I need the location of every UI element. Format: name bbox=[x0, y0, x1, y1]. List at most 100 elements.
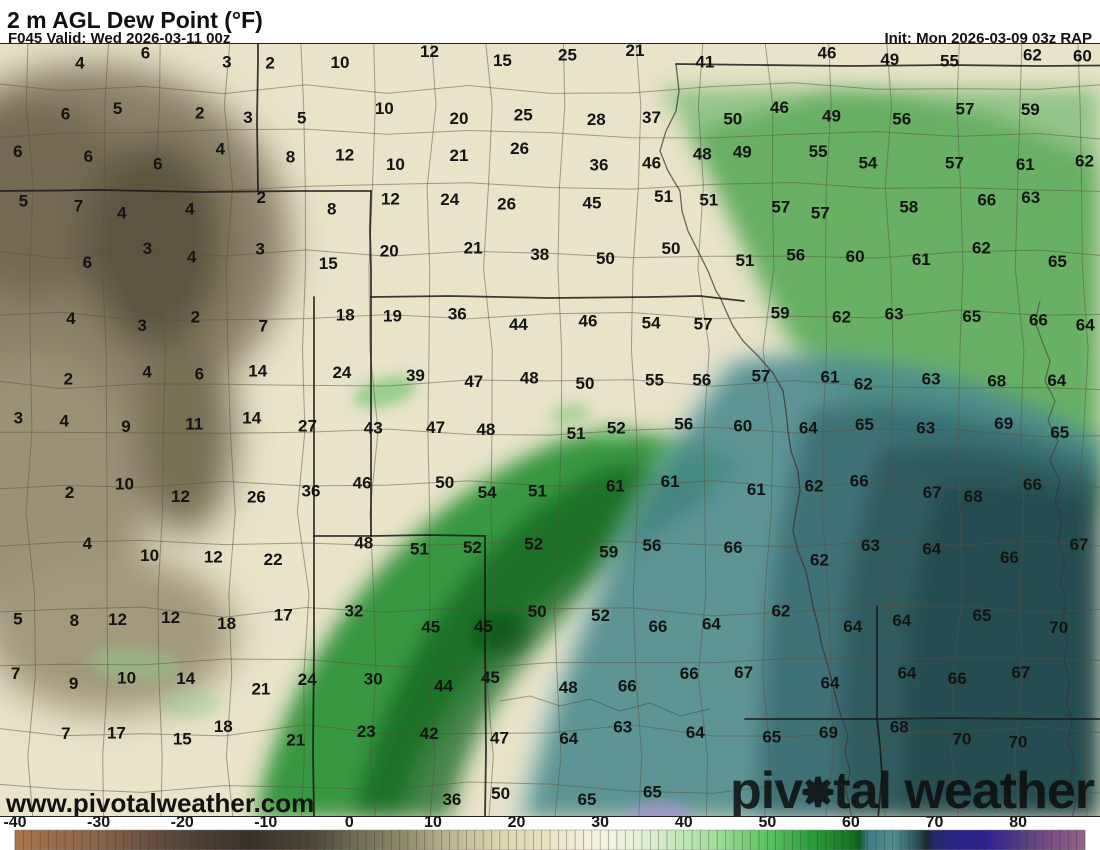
svg-text:5: 5 bbox=[13, 609, 22, 628]
svg-text:50: 50 bbox=[528, 602, 547, 621]
svg-text:6: 6 bbox=[195, 365, 204, 384]
svg-text:66: 66 bbox=[1023, 475, 1042, 494]
svg-text:65: 65 bbox=[973, 606, 992, 625]
svg-text:48: 48 bbox=[476, 420, 495, 439]
svg-text:64: 64 bbox=[892, 611, 911, 630]
svg-text:28: 28 bbox=[587, 110, 606, 129]
svg-text:36: 36 bbox=[448, 305, 467, 324]
svg-text:19: 19 bbox=[383, 307, 402, 326]
svg-text:61: 61 bbox=[747, 480, 766, 499]
svg-text:37: 37 bbox=[642, 108, 661, 127]
svg-text:6: 6 bbox=[13, 142, 22, 161]
svg-text:4: 4 bbox=[75, 54, 85, 73]
svg-text:14: 14 bbox=[242, 409, 261, 428]
svg-text:49: 49 bbox=[880, 50, 899, 69]
svg-text:www.pivotalweather.com: www.pivotalweather.com bbox=[5, 788, 314, 817]
svg-text:12: 12 bbox=[381, 190, 400, 209]
svg-text:46: 46 bbox=[353, 474, 372, 493]
svg-text:6: 6 bbox=[61, 104, 70, 123]
svg-text:68: 68 bbox=[987, 371, 1006, 390]
svg-text:66: 66 bbox=[948, 669, 967, 688]
svg-text:17: 17 bbox=[107, 724, 126, 743]
svg-text:57: 57 bbox=[945, 154, 964, 173]
svg-text:47: 47 bbox=[426, 418, 445, 437]
svg-text:36: 36 bbox=[302, 482, 321, 501]
svg-text:63: 63 bbox=[1021, 188, 1040, 207]
svg-text:63: 63 bbox=[922, 370, 941, 389]
svg-text:64: 64 bbox=[821, 674, 840, 693]
svg-text:41: 41 bbox=[695, 52, 714, 71]
svg-text:56: 56 bbox=[643, 536, 662, 555]
svg-text:68: 68 bbox=[964, 487, 983, 506]
svg-text:10: 10 bbox=[117, 669, 136, 688]
svg-text:30: 30 bbox=[591, 817, 609, 831]
svg-text:26: 26 bbox=[497, 195, 516, 214]
svg-text:55: 55 bbox=[940, 52, 959, 71]
svg-text:55: 55 bbox=[645, 370, 664, 389]
svg-text:12: 12 bbox=[171, 487, 190, 506]
svg-text:46: 46 bbox=[579, 312, 598, 331]
svg-text:67: 67 bbox=[734, 663, 753, 682]
svg-text:61: 61 bbox=[1016, 155, 1035, 174]
svg-text:64: 64 bbox=[686, 723, 705, 742]
svg-text:14: 14 bbox=[176, 669, 195, 688]
svg-text:50: 50 bbox=[596, 249, 615, 268]
svg-text:64: 64 bbox=[897, 664, 916, 683]
svg-text:12: 12 bbox=[204, 548, 223, 567]
svg-text:60: 60 bbox=[1073, 47, 1092, 66]
svg-text:21: 21 bbox=[450, 146, 469, 165]
svg-text:51: 51 bbox=[410, 540, 429, 559]
svg-text:51: 51 bbox=[567, 424, 586, 443]
svg-text:47: 47 bbox=[464, 372, 483, 391]
svg-text:56: 56 bbox=[892, 109, 911, 128]
svg-text:24: 24 bbox=[440, 190, 459, 209]
svg-text:62: 62 bbox=[854, 375, 873, 394]
svg-text:2: 2 bbox=[64, 369, 73, 388]
svg-text:25: 25 bbox=[558, 46, 577, 65]
svg-text:15: 15 bbox=[173, 730, 192, 749]
svg-text:52: 52 bbox=[591, 606, 610, 625]
svg-text:2: 2 bbox=[195, 104, 204, 123]
svg-text:20: 20 bbox=[450, 109, 469, 128]
svg-text:18: 18 bbox=[217, 614, 236, 633]
svg-text:57: 57 bbox=[751, 367, 770, 386]
svg-text:10: 10 bbox=[375, 99, 394, 118]
svg-text:44: 44 bbox=[434, 677, 453, 696]
svg-text:66: 66 bbox=[850, 471, 869, 490]
svg-text:42: 42 bbox=[420, 724, 439, 743]
svg-text:30: 30 bbox=[364, 670, 383, 689]
svg-text:70: 70 bbox=[1009, 733, 1028, 752]
svg-text:24: 24 bbox=[332, 363, 351, 382]
svg-text:26: 26 bbox=[247, 487, 266, 506]
svg-text:15: 15 bbox=[493, 51, 512, 70]
svg-text:4: 4 bbox=[142, 363, 152, 382]
svg-text:40: 40 bbox=[675, 817, 693, 831]
svg-text:58: 58 bbox=[899, 197, 918, 216]
svg-text:tal weather: tal weather bbox=[833, 762, 1094, 817]
svg-text:66: 66 bbox=[618, 677, 637, 696]
svg-text:46: 46 bbox=[642, 154, 661, 173]
svg-text:3: 3 bbox=[243, 108, 252, 127]
svg-text:69: 69 bbox=[819, 723, 838, 742]
svg-text:62: 62 bbox=[1075, 152, 1094, 171]
svg-text:27: 27 bbox=[298, 417, 317, 436]
svg-text:6: 6 bbox=[83, 253, 92, 272]
svg-text:59: 59 bbox=[599, 542, 618, 561]
svg-text:62: 62 bbox=[1023, 45, 1042, 64]
svg-text:-20: -20 bbox=[171, 817, 194, 831]
svg-text:8: 8 bbox=[327, 200, 336, 219]
svg-text:45: 45 bbox=[481, 668, 500, 687]
svg-text:66: 66 bbox=[680, 664, 699, 683]
svg-text:12: 12 bbox=[335, 146, 354, 165]
svg-text:61: 61 bbox=[661, 472, 680, 491]
svg-text:12: 12 bbox=[108, 610, 127, 629]
svg-text:67: 67 bbox=[1011, 663, 1030, 682]
svg-text:20: 20 bbox=[508, 817, 526, 831]
svg-text:26: 26 bbox=[510, 139, 529, 158]
svg-text:8: 8 bbox=[70, 611, 79, 630]
svg-text:0: 0 bbox=[345, 817, 354, 831]
svg-text:50: 50 bbox=[758, 817, 776, 831]
svg-text:50: 50 bbox=[435, 473, 454, 492]
svg-text:2: 2 bbox=[265, 53, 274, 72]
svg-text:46: 46 bbox=[770, 98, 789, 117]
